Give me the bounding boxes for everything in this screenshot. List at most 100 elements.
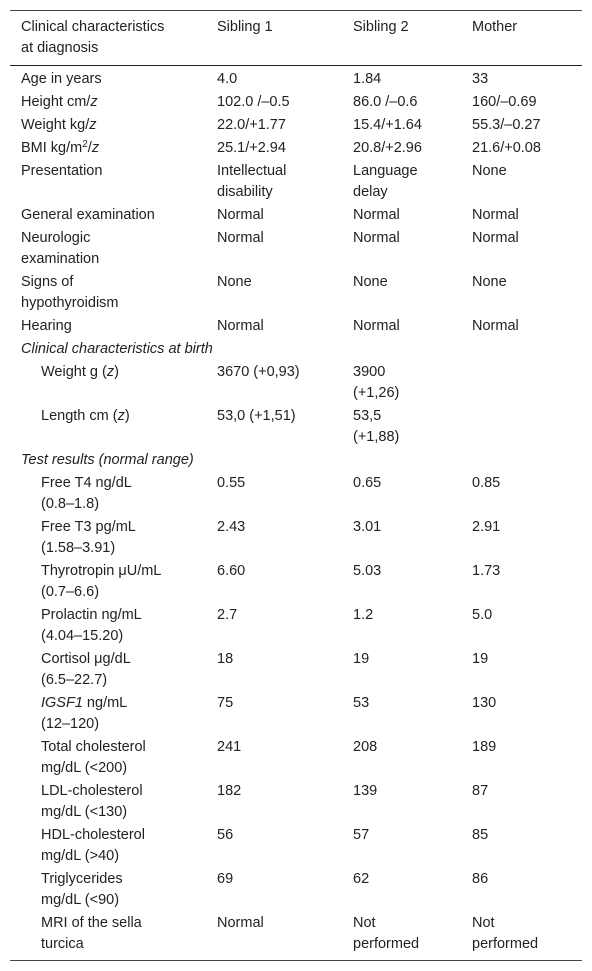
table-row: IGSF1 ng/mL (12–120) 75 53 130: [10, 692, 582, 736]
row-label: Clinical characteristics at birth: [21, 341, 213, 357]
cell: 130: [472, 695, 497, 711]
cell-text: mg/dL (<90): [41, 892, 120, 908]
cell: 0.55: [217, 475, 246, 491]
cell-text: Triglycerides: [41, 871, 123, 887]
row-label: HDL-cholesterol mg/dL (>40): [10, 824, 206, 868]
cell-text: Not: [472, 915, 495, 931]
cell-text: (0.8–1.8): [41, 496, 100, 512]
cell-text: 3900: [353, 364, 386, 380]
cell: 1.2: [353, 607, 374, 623]
cell-text: Weight g (: [41, 364, 107, 380]
row-label: Total cholesterol mg/dL (<200): [10, 736, 206, 780]
cell: 3900 (+1,26): [342, 361, 461, 405]
cell: 33: [472, 71, 489, 87]
cell-line: (4.04–15.20): [21, 626, 206, 647]
row-label: Signs of hypothyroidism: [10, 271, 206, 315]
cell-text: HDL-cholesterol: [41, 827, 145, 843]
table-row: Neurologic examination Normal Normal Normal: [10, 227, 582, 271]
cell-text: mg/dL (>40): [41, 848, 120, 864]
cell: 69: [217, 871, 234, 887]
row-label: General examination: [21, 207, 155, 223]
cell-text: Total cholesterol: [41, 739, 146, 755]
cell: 86.0 /–0.6: [353, 94, 418, 110]
table-row: Total cholesterol mg/dL (<200) 241 208 189: [10, 736, 582, 780]
cell-text: Prolactin ng/mL: [41, 607, 142, 623]
cell: 2.43: [217, 519, 246, 535]
cell-text: LDL-cholesterol: [41, 783, 143, 799]
table-row: Free T4 ng/dL (0.8–1.8) 0.55 0.65 0.85: [10, 472, 582, 516]
cell-line: (0.7–6.6): [21, 582, 206, 603]
cell: None: [472, 163, 507, 179]
cell-text: z: [106, 364, 115, 380]
cell-text: ): [124, 408, 130, 424]
cell-text: /: [87, 140, 92, 156]
cell: 22.0/+1.77: [217, 117, 286, 133]
cell: 0.65: [353, 475, 382, 491]
table-body: Age in years 4.0 1.84 33 Height cm/z 102.0 /–…: [10, 66, 582, 961]
cell: 56: [217, 827, 234, 843]
cell-text: 2: [82, 139, 88, 150]
cell-line: 3900: [353, 362, 461, 383]
cell-line: mg/dL (<90): [21, 890, 206, 911]
cell-line: Language: [353, 161, 461, 182]
row-label: Weight kg/z: [10, 114, 206, 137]
cell: None: [472, 274, 507, 290]
cell-line: Not: [353, 913, 461, 934]
table-row: Hearing Normal Normal Normal: [10, 315, 582, 338]
cell: 19: [353, 651, 370, 667]
header-cell: Sibling 1: [206, 10, 342, 66]
row-label: Height cm/z: [10, 91, 206, 114]
cell: 189: [472, 739, 497, 755]
cell-line: Weight g (z): [21, 362, 206, 383]
header-cell: Clinical characteristics at diagnosis: [10, 10, 206, 66]
table-row: Signs of hypothyroidism None None None: [10, 271, 582, 315]
cell: 87: [472, 783, 489, 799]
cell-line: at diagnosis: [21, 38, 206, 59]
cell-text: (1.58–3.91): [41, 540, 116, 556]
cell-text: z: [91, 140, 100, 156]
cell-text: ng/mL: [82, 695, 128, 711]
table-row: Height cm/z 102.0 /–0.5 86.0 /–0.6 160/–0.6…: [10, 91, 582, 114]
cell: Normal: [353, 230, 400, 246]
cell-line: (+1,26): [353, 383, 461, 404]
header-cell: Mother: [461, 10, 582, 66]
cell: 5.03: [353, 563, 382, 579]
cell-line: (12–120): [21, 714, 206, 735]
cell: 6.60: [217, 563, 246, 579]
cell-line: hypothyroidism: [21, 293, 206, 314]
cell: 3.01: [353, 519, 382, 535]
cell: 53: [353, 695, 370, 711]
cell: 5.0: [472, 607, 493, 623]
cell: 75: [217, 695, 234, 711]
table-row: Presentation Intellectual disability Langua…: [10, 160, 582, 204]
cell: 241: [217, 739, 242, 755]
cell: 102.0 /–0.5: [217, 94, 290, 110]
cell-line: disability: [217, 182, 342, 203]
cell: 20.8/+2.96: [353, 140, 422, 156]
cell-text: z: [90, 94, 98, 110]
row-label: Presentation: [21, 163, 103, 179]
cell-text: (4.04–15.20): [41, 628, 124, 644]
cell-line: (+1,88): [353, 427, 461, 448]
row-label: IGSF1 ng/mL (12–120): [10, 692, 206, 736]
table-row: Thyrotropin μU/mL (0.7–6.6) 6.60 5.03 1.73: [10, 560, 582, 604]
cell-text: Language: [353, 163, 418, 179]
cell: Normal: [472, 318, 519, 334]
cell-text: Thyrotropin μU/mL: [41, 563, 162, 579]
cell-line: Signs of: [21, 272, 206, 293]
cell-text: Free T3 pg/mL: [41, 519, 136, 535]
cell: Normal: [217, 230, 264, 246]
cell-text: examination: [21, 251, 100, 267]
cell-text: Height cm/: [21, 94, 91, 110]
cell-text: 53,5: [353, 408, 382, 424]
cell: 18: [217, 651, 234, 667]
cell: 4.0: [217, 71, 238, 87]
cell: Normal: [353, 207, 400, 223]
row-label: Triglycerides mg/dL (<90): [10, 868, 206, 912]
cell-line: Cortisol μg/dL: [21, 649, 206, 670]
row-label: Weight g (z): [10, 361, 206, 405]
cell-text: Neurologic: [21, 230, 91, 246]
cell-text: performed: [472, 936, 539, 952]
table-row: Weight kg/z 22.0/+1.77 15.4/+1.64 55.3/–0.2…: [10, 114, 582, 137]
